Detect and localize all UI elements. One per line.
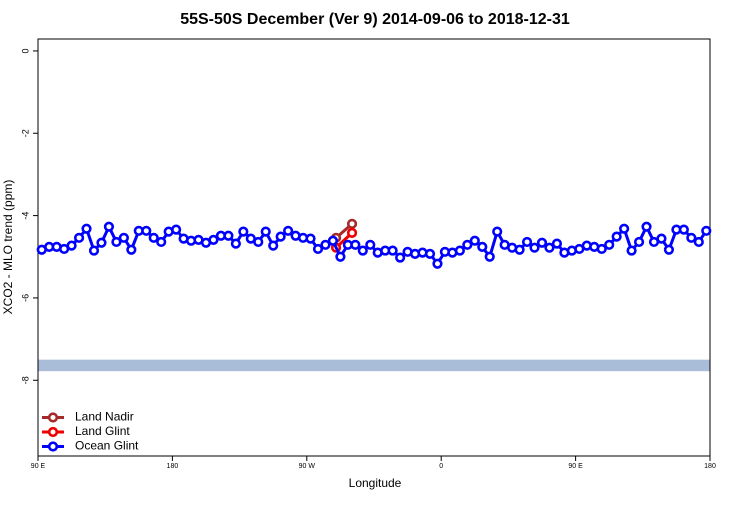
data-point xyxy=(238,226,249,237)
x-tick-label: 90 E xyxy=(31,463,46,470)
data-point xyxy=(626,245,637,256)
data-point xyxy=(148,232,159,243)
data-point xyxy=(536,237,548,248)
data-point xyxy=(66,240,77,251)
data-point xyxy=(81,223,92,234)
data-point xyxy=(604,239,615,250)
data-point xyxy=(611,231,622,242)
data-point xyxy=(253,236,264,248)
legend-label: Land Nadir xyxy=(75,410,134,424)
data-point xyxy=(454,245,465,256)
data-point xyxy=(492,226,503,237)
data-point xyxy=(96,237,107,248)
data-point xyxy=(283,225,294,236)
data-point xyxy=(88,245,100,256)
data-point xyxy=(656,233,667,244)
x-tick-label: 180 xyxy=(704,463,716,470)
data-point xyxy=(551,238,563,249)
data-point xyxy=(462,239,473,250)
data-point xyxy=(596,243,607,255)
y-tick-label: 0 xyxy=(20,48,30,53)
data-point xyxy=(619,223,630,234)
data-point xyxy=(320,239,331,250)
data-point xyxy=(395,252,406,263)
data-point xyxy=(171,224,182,235)
data-point xyxy=(477,241,488,252)
data-point xyxy=(701,225,712,236)
data-point xyxy=(126,244,137,255)
data-point xyxy=(529,242,540,253)
data-point xyxy=(223,230,234,241)
data-point xyxy=(544,242,555,253)
chart-title: 55S-50S December (Ver 9) 2014-09-06 to 2… xyxy=(180,11,570,28)
data-point xyxy=(521,236,533,248)
data-point xyxy=(327,235,339,246)
legend-marker xyxy=(47,441,59,452)
data-point xyxy=(514,244,525,255)
y-tick-label: -4 xyxy=(20,212,30,220)
data-point xyxy=(260,226,271,237)
data-point xyxy=(424,248,436,259)
data-point xyxy=(350,239,361,250)
y-tick-label: -2 xyxy=(20,129,30,137)
data-point xyxy=(678,224,689,235)
x-tick-label: 0 xyxy=(439,463,443,470)
x-tick-label: 90 W xyxy=(299,463,316,470)
legend-label: Land Glint xyxy=(75,424,130,438)
y-axis-label: XCO2 - MLO trend (ppm) xyxy=(1,180,15,315)
data-point xyxy=(305,233,316,244)
legend-label: Ocean Glint xyxy=(75,439,139,453)
data-point xyxy=(432,258,443,269)
data-point xyxy=(208,234,219,245)
y-tick-label: -6 xyxy=(20,294,30,302)
data-point xyxy=(335,251,346,262)
data-point xyxy=(111,236,122,248)
data-point xyxy=(663,244,675,255)
data-point xyxy=(275,231,286,242)
data-point xyxy=(641,221,652,232)
data-point xyxy=(346,227,358,238)
data-point xyxy=(365,239,376,250)
legend-marker xyxy=(47,426,59,438)
data-point xyxy=(230,238,241,249)
data-point xyxy=(693,236,704,248)
y-tick-label: -8 xyxy=(20,376,30,384)
data-point xyxy=(387,245,398,256)
data-point xyxy=(484,251,495,262)
data-point xyxy=(103,221,115,232)
data-point xyxy=(268,240,279,251)
data-point xyxy=(357,245,368,256)
data-point xyxy=(346,218,358,229)
data-point xyxy=(469,235,480,246)
x-tick-label: 90 E xyxy=(568,463,583,470)
band xyxy=(38,359,710,372)
data-point xyxy=(156,236,167,248)
x-tick-label: 180 xyxy=(167,463,179,470)
data-point xyxy=(141,225,152,236)
data-point xyxy=(73,232,85,243)
data-point xyxy=(312,243,324,255)
data-point xyxy=(686,232,697,243)
data-point xyxy=(633,236,645,248)
x-axis-label: Longitude xyxy=(349,476,402,490)
legend-marker xyxy=(47,412,59,423)
data-point xyxy=(118,232,129,243)
